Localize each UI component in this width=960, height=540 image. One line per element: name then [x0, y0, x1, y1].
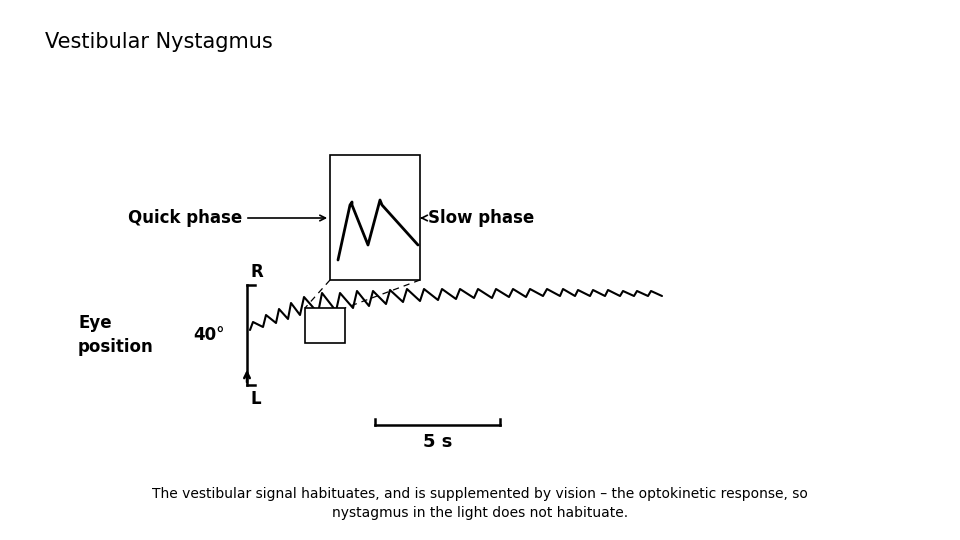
Text: Slow phase: Slow phase: [428, 209, 535, 227]
Text: 40°: 40°: [194, 326, 225, 344]
Text: Quick phase: Quick phase: [128, 209, 242, 227]
Text: Eye
position: Eye position: [78, 314, 154, 356]
Text: R: R: [250, 263, 263, 281]
Text: 5 s: 5 s: [422, 433, 452, 451]
Text: The vestibular signal habituates, and is supplemented by vision – the optokineti: The vestibular signal habituates, and is…: [152, 487, 808, 521]
Text: Vestibular Nystagmus: Vestibular Nystagmus: [45, 32, 273, 52]
Bar: [305, 308, 345, 343]
Bar: [330, 155, 420, 280]
Text: L: L: [250, 390, 260, 408]
